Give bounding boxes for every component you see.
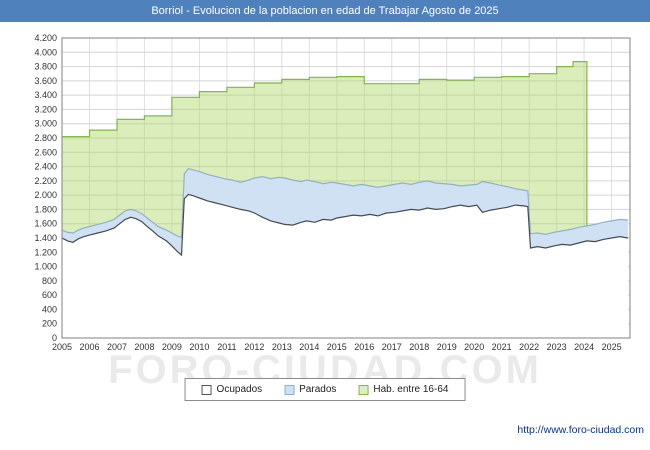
svg-text:2.800: 2.800 xyxy=(34,133,57,143)
site-url-link[interactable]: http://www.foro-ciudad.com xyxy=(517,424,644,436)
svg-text:2015: 2015 xyxy=(327,342,347,352)
legend-item-parados: Parados xyxy=(284,384,336,395)
y-axis-labels: 0 200 400 600 800 1.000 1.200 1.400 1.600 1.800 2.… xyxy=(34,33,57,343)
plot-border xyxy=(61,37,631,339)
svg-text:2.200: 2.200 xyxy=(34,176,57,186)
svg-text:800: 800 xyxy=(42,276,57,286)
svg-text:2022: 2022 xyxy=(519,342,539,352)
svg-text:4.200: 4.200 xyxy=(34,33,57,43)
series-parados-line xyxy=(61,168,629,239)
svg-text:2019: 2019 xyxy=(437,342,457,352)
svg-text:3.200: 3.200 xyxy=(34,104,57,114)
svg-text:2023: 2023 xyxy=(547,342,567,352)
svg-text:3.000: 3.000 xyxy=(34,119,57,129)
svg-text:2020: 2020 xyxy=(464,342,484,352)
svg-text:2018: 2018 xyxy=(409,342,429,352)
svg-text:200: 200 xyxy=(42,319,57,329)
svg-text:4.000: 4.000 xyxy=(34,47,57,57)
x-axis-labels: 2005 2006 2007 2008 2009 2010 2011 2012 2013 2014… xyxy=(52,342,622,352)
legend-item-hab-16-64: Hab. entre 16-64 xyxy=(358,384,448,395)
legend-label-parados: Parados xyxy=(299,384,337,395)
svg-text:2014: 2014 xyxy=(299,342,319,352)
svg-text:1.400: 1.400 xyxy=(34,233,57,243)
svg-text:2006: 2006 xyxy=(79,342,99,352)
svg-text:2016: 2016 xyxy=(354,342,374,352)
svg-text:2013: 2013 xyxy=(272,342,292,352)
svg-text:3.800: 3.800 xyxy=(34,62,57,72)
svg-text:1.200: 1.200 xyxy=(34,247,57,257)
svg-text:2.600: 2.600 xyxy=(34,147,57,157)
legend-label-hab-16-64: Hab. entre 16-64 xyxy=(373,384,449,395)
svg-text:1.000: 1.000 xyxy=(34,262,57,272)
svg-text:2.000: 2.000 xyxy=(34,190,57,200)
population-evolution-chart: 0 200 400 600 800 1.000 1.200 1.400 1.600 1.800 2.… xyxy=(34,33,631,352)
svg-text:600: 600 xyxy=(42,290,57,300)
legend-swatch-hab-16-64 xyxy=(358,384,369,395)
svg-text:2010: 2010 xyxy=(189,342,209,352)
svg-text:3.600: 3.600 xyxy=(34,76,57,86)
svg-text:1.800: 1.800 xyxy=(34,204,57,214)
legend: Ocupados Parados Hab. entre 16-64 xyxy=(184,378,466,401)
svg-text:2005: 2005 xyxy=(52,342,72,352)
svg-text:2007: 2007 xyxy=(107,342,127,352)
svg-text:2008: 2008 xyxy=(134,342,154,352)
legend-item-ocupados: Ocupados xyxy=(201,384,263,395)
series-hab-16-64-line xyxy=(62,61,588,338)
series-ocupados-line xyxy=(61,193,629,257)
page-title: Borriol - Evolucion de la poblacion en e… xyxy=(0,0,650,22)
svg-text:0: 0 xyxy=(52,333,57,343)
svg-text:2.400: 2.400 xyxy=(34,162,57,172)
chart-area: 0 200 400 600 800 1.000 1.200 1.400 1.600 1.800 2.… xyxy=(0,22,650,356)
svg-text:2025: 2025 xyxy=(602,342,622,352)
svg-text:2024: 2024 xyxy=(574,342,594,352)
svg-text:2011: 2011 xyxy=(217,342,236,352)
legend-label-ocupados: Ocupados xyxy=(216,384,263,395)
svg-text:2009: 2009 xyxy=(162,342,182,352)
svg-text:2017: 2017 xyxy=(382,342,402,352)
svg-text:2012: 2012 xyxy=(244,342,264,352)
legend-swatch-ocupados xyxy=(201,384,212,395)
series-ocupados-area xyxy=(62,194,629,338)
svg-text:400: 400 xyxy=(42,304,57,314)
legend-swatch-parados xyxy=(284,384,295,395)
svg-text:3.400: 3.400 xyxy=(34,90,57,100)
svg-text:2021: 2021 xyxy=(492,342,512,352)
svg-text:1.600: 1.600 xyxy=(34,219,57,229)
